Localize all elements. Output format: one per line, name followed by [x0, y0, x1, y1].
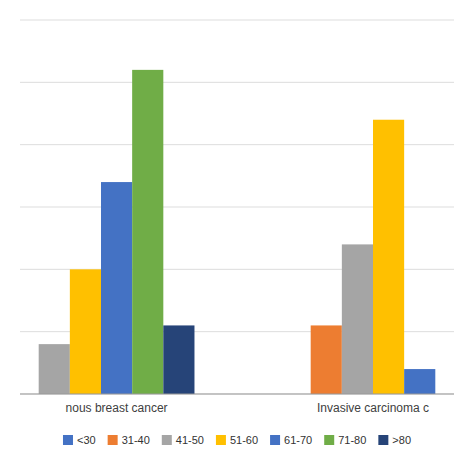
legend-item: 71-80	[324, 434, 366, 446]
legend-swatch	[108, 435, 118, 445]
legend: <30 31-40 41-50 51-60 61-70 71-80 >80	[63, 434, 411, 446]
bar	[39, 344, 70, 394]
legend-item: 61-70	[270, 434, 312, 446]
legend-swatch	[270, 435, 280, 445]
bar	[373, 120, 404, 394]
legend-swatch	[216, 435, 226, 445]
legend-item: >80	[378, 434, 411, 446]
legend-swatch	[162, 435, 172, 445]
bar	[132, 70, 163, 394]
bar	[404, 369, 435, 394]
legend-label: 51-60	[230, 434, 258, 446]
legend-item: <30	[63, 434, 96, 446]
x-tick-label: Invasive carcinoma c	[317, 401, 429, 415]
legend-item: 41-50	[162, 434, 204, 446]
grid-line	[20, 394, 454, 395]
grid-line	[20, 82, 454, 83]
legend-label: 31-40	[122, 434, 150, 446]
legend-label: 41-50	[176, 434, 204, 446]
legend-swatch	[63, 435, 73, 445]
legend-label: <30	[77, 434, 96, 446]
bar	[70, 269, 101, 394]
legend-swatch	[378, 435, 388, 445]
legend-item: 31-40	[108, 434, 150, 446]
grid-line	[20, 20, 454, 21]
legend-item: 51-60	[216, 434, 258, 446]
chart: nous breast cancer Invasive carcinoma c <3…	[0, 0, 474, 474]
legend-label: 71-80	[338, 434, 366, 446]
grid	[20, 20, 454, 394]
bar	[342, 244, 373, 394]
bar	[101, 182, 132, 394]
bar	[311, 325, 342, 394]
x-tick-label: nous breast cancer	[66, 401, 168, 415]
bar	[163, 325, 194, 394]
legend-label: 61-70	[284, 434, 312, 446]
x-axis-line	[20, 394, 454, 395]
bars	[39, 70, 436, 394]
legend-label: >80	[392, 434, 411, 446]
legend-swatch	[324, 435, 334, 445]
